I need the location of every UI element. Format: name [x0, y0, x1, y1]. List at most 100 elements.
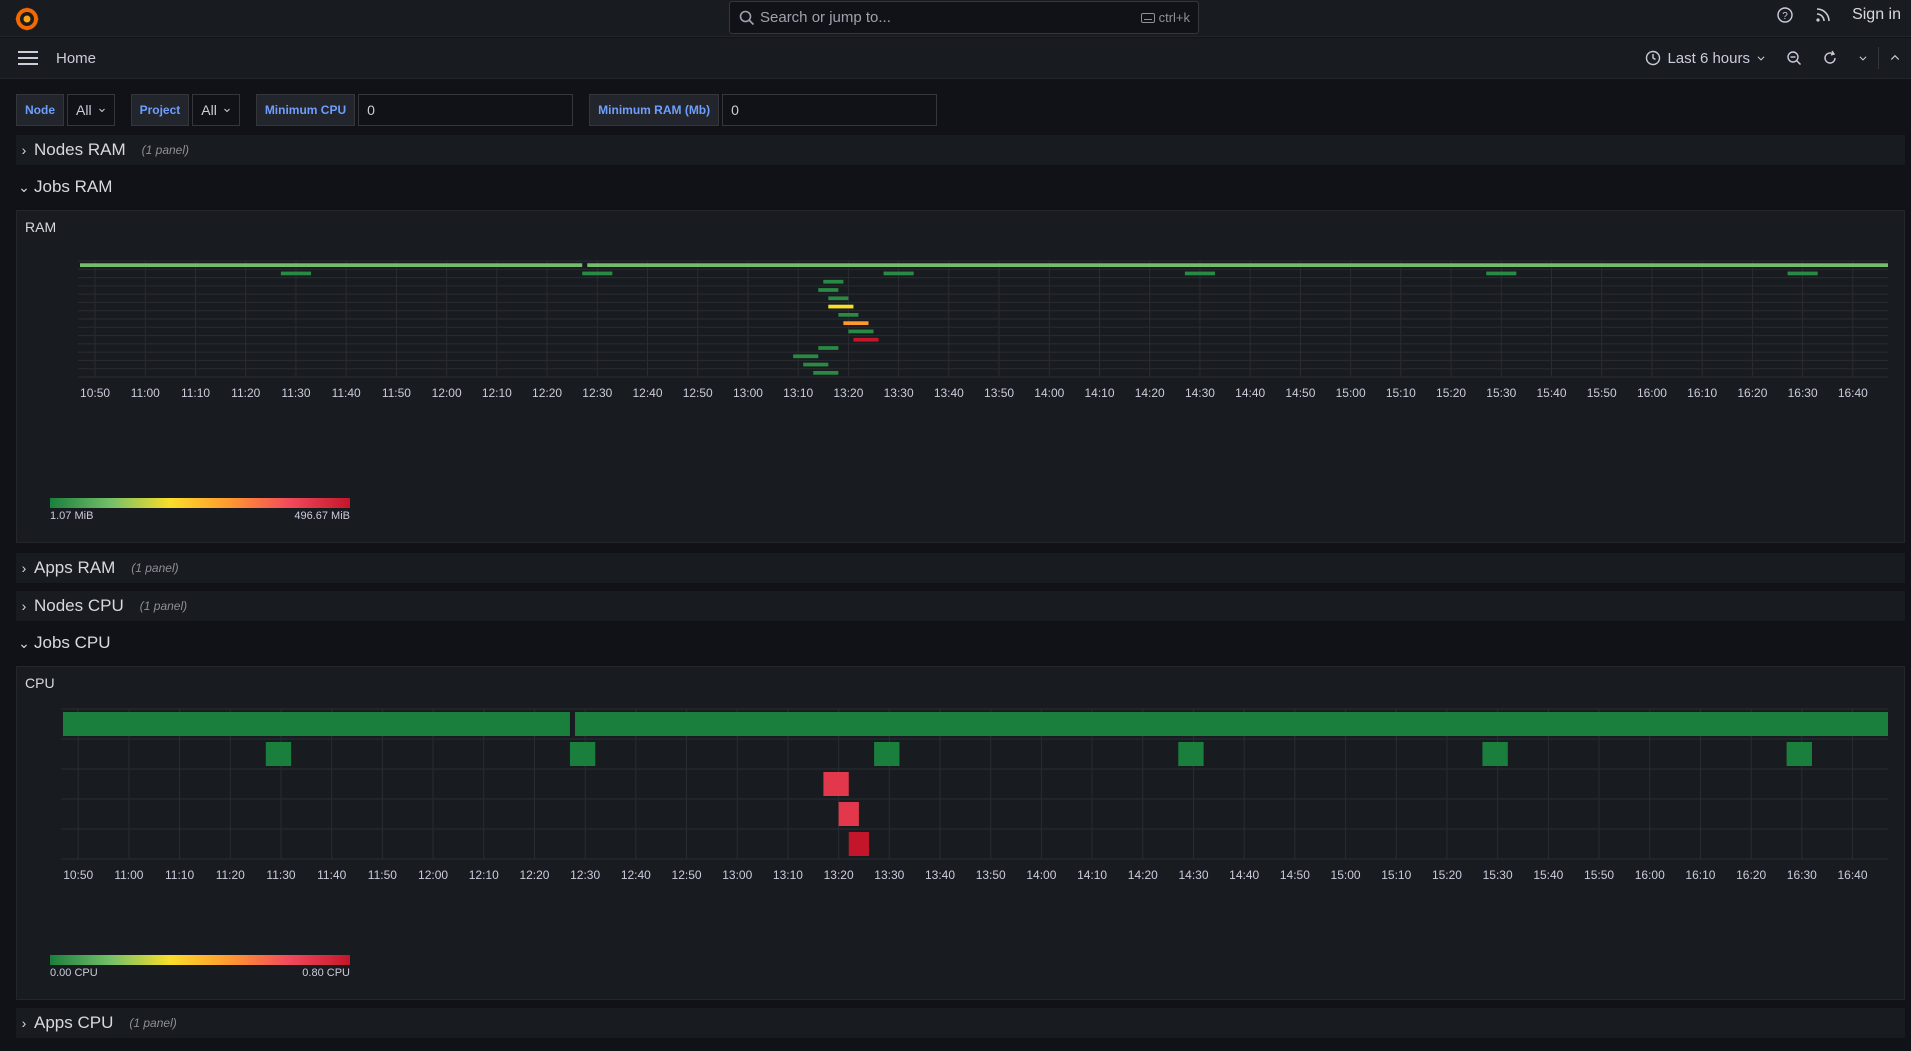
x-tick-label: 13:40: [925, 868, 955, 882]
row-nodes-ram[interactable]: › Nodes RAM (1 panel): [16, 135, 1905, 165]
row-title: Apps RAM: [34, 558, 116, 577]
heatmap-cell: [1486, 271, 1517, 276]
x-tick-label: 13:10: [783, 386, 813, 400]
x-tick-label: 11:00: [114, 868, 143, 882]
search-icon: [739, 10, 755, 25]
heatmap-cell: [853, 337, 879, 342]
clock-icon: [1646, 50, 1661, 66]
divider: [1878, 47, 1879, 69]
x-tick-label: 15:10: [1386, 386, 1416, 400]
row-jobs-ram[interactable]: ⌄ Jobs RAM: [16, 172, 1905, 202]
search-input[interactable]: Search or jump to... ctrl+k: [729, 1, 1199, 34]
row-apps-cpu[interactable]: › Apps CPU (1 panel): [16, 1008, 1905, 1038]
heatmap-cell: [818, 288, 839, 292]
x-tick-label: 16:20: [1736, 868, 1766, 882]
x-tick-label: 13:00: [733, 386, 763, 400]
heatmap-cell: [1482, 742, 1508, 766]
heatmap-cell: [828, 296, 849, 301]
x-tick-label: 16:40: [1838, 386, 1868, 400]
help-icon[interactable]: ?: [1776, 6, 1794, 24]
x-tick-label: 12:50: [672, 868, 702, 882]
sign-in-link[interactable]: Sign in: [1852, 6, 1901, 23]
x-tick-label: 14:40: [1235, 386, 1265, 400]
x-tick-label: 13:10: [773, 868, 803, 882]
ram-heatmap[interactable]: 10:50 11:00 11:10 11:20 11:30 11:40 11:50 12:00…: [17, 211, 1904, 542]
x-tick-label: 16:30: [1787, 868, 1817, 882]
x-tick-label: 15:00: [1331, 868, 1361, 882]
heatmap-cell: [843, 321, 869, 326]
collapse-nav-button[interactable]: [1879, 38, 1911, 78]
heatmap-cell: [569, 742, 596, 766]
heatmap-cell: [848, 832, 870, 856]
x-tick-label: 15:50: [1587, 386, 1617, 400]
refresh-interval-dropdown[interactable]: [1848, 38, 1878, 78]
x-tick-label: 15:50: [1584, 868, 1614, 882]
heatmap-cell: [838, 802, 859, 826]
x-tick-label: 11:40: [332, 386, 361, 400]
x-tick-label: 16:10: [1687, 386, 1717, 400]
x-tick-label: 12:40: [632, 386, 662, 400]
top-bar: Search or jump to... ctrl+k ? Sign in: [0, 0, 1911, 37]
x-tick-label: 12:20: [532, 386, 562, 400]
x-tick-label: 11:20: [231, 386, 260, 400]
x-tick-label: 14:50: [1280, 868, 1310, 882]
x-tick-label: 14:30: [1185, 386, 1215, 400]
heatmap-cell: [1786, 742, 1812, 766]
search-placeholder: Search or jump to...: [760, 9, 891, 26]
chevron-down-icon: ⌄: [18, 178, 30, 195]
x-tick-label: 10:50: [63, 868, 93, 882]
rss-news-icon[interactable]: [1814, 6, 1832, 24]
variable-input-min-ram[interactable]: 0: [722, 94, 938, 126]
x-tick-label: 11:30: [281, 386, 310, 400]
x-tick-label: 14:10: [1084, 386, 1114, 400]
x-tick-label: 16:30: [1788, 386, 1818, 400]
heatmap-cell: [1787, 271, 1818, 276]
heatmap-cell: [80, 263, 583, 268]
heatmap-cell: [874, 742, 900, 766]
heatmap-cell: [575, 712, 1888, 736]
row-title: Nodes CPU: [34, 596, 124, 615]
x-tick-label: 11:20: [216, 868, 245, 882]
legend-min: 0.00 CPU: [50, 967, 98, 979]
x-tick-label: 11:10: [165, 868, 194, 882]
panel-title: RAM: [25, 219, 57, 235]
x-tick-label: 14:20: [1135, 386, 1165, 400]
x-tick-label: 12:30: [582, 386, 612, 400]
variable-select-project[interactable]: All: [192, 94, 240, 126]
row-title: Jobs CPU: [34, 633, 111, 652]
panel-ram: RAM 10:50 11:00 11:10 11:20 11:30 11:40 11:50 1…: [16, 210, 1905, 543]
x-tick-label: 15:30: [1483, 868, 1513, 882]
heatmap-cell: [587, 263, 1889, 268]
variable-value-project: All: [201, 102, 217, 118]
row-nodes-cpu[interactable]: › Nodes CPU (1 panel): [16, 591, 1905, 621]
chevron-down-icon: [223, 108, 230, 113]
grafana-logo-icon[interactable]: [14, 6, 40, 32]
variable-label-min-ram: Minimum RAM (Mb): [589, 94, 720, 126]
x-tick-label: 11:00: [131, 386, 160, 400]
x-tick-label: 15:10: [1381, 868, 1411, 882]
x-tick-label: 14:10: [1077, 868, 1107, 882]
row-apps-ram[interactable]: › Apps RAM (1 panel): [16, 553, 1905, 583]
x-tick-label: 16:20: [1737, 386, 1767, 400]
panel-title: CPU: [25, 675, 55, 691]
heatmap-cell: [828, 304, 854, 309]
refresh-button[interactable]: [1812, 38, 1848, 78]
x-tick-label: 12:40: [621, 868, 651, 882]
x-tick-label: 13:20: [833, 386, 863, 400]
x-tick-label: 12:10: [482, 386, 512, 400]
refresh-icon: [1824, 50, 1836, 64]
x-tick-label: 12:00: [432, 386, 462, 400]
breadcrumb-home[interactable]: Home: [56, 50, 97, 67]
zoom-out-button[interactable]: [1776, 38, 1812, 78]
x-tick-label: 11:50: [382, 386, 411, 400]
variables-bar: Node All Project All Minimum CPU 0 Minim…: [16, 94, 938, 126]
time-range-picker[interactable]: Last 6 hours: [1635, 38, 1776, 78]
x-tick-label: 14:00: [1034, 386, 1064, 400]
row-jobs-cpu[interactable]: ⌄ Jobs CPU: [16, 628, 1905, 658]
heatmap-cell: [823, 772, 849, 796]
variable-input-min-cpu[interactable]: 0: [358, 94, 574, 126]
variable-select-node[interactable]: All: [67, 94, 115, 126]
legend-max: 496.67 MiB: [294, 510, 350, 522]
cpu-heatmap[interactable]: 10:50 11:00 11:10 11:20 11:30 11:40 11:50 12:00…: [17, 667, 1904, 999]
menu-icon[interactable]: [18, 50, 38, 66]
